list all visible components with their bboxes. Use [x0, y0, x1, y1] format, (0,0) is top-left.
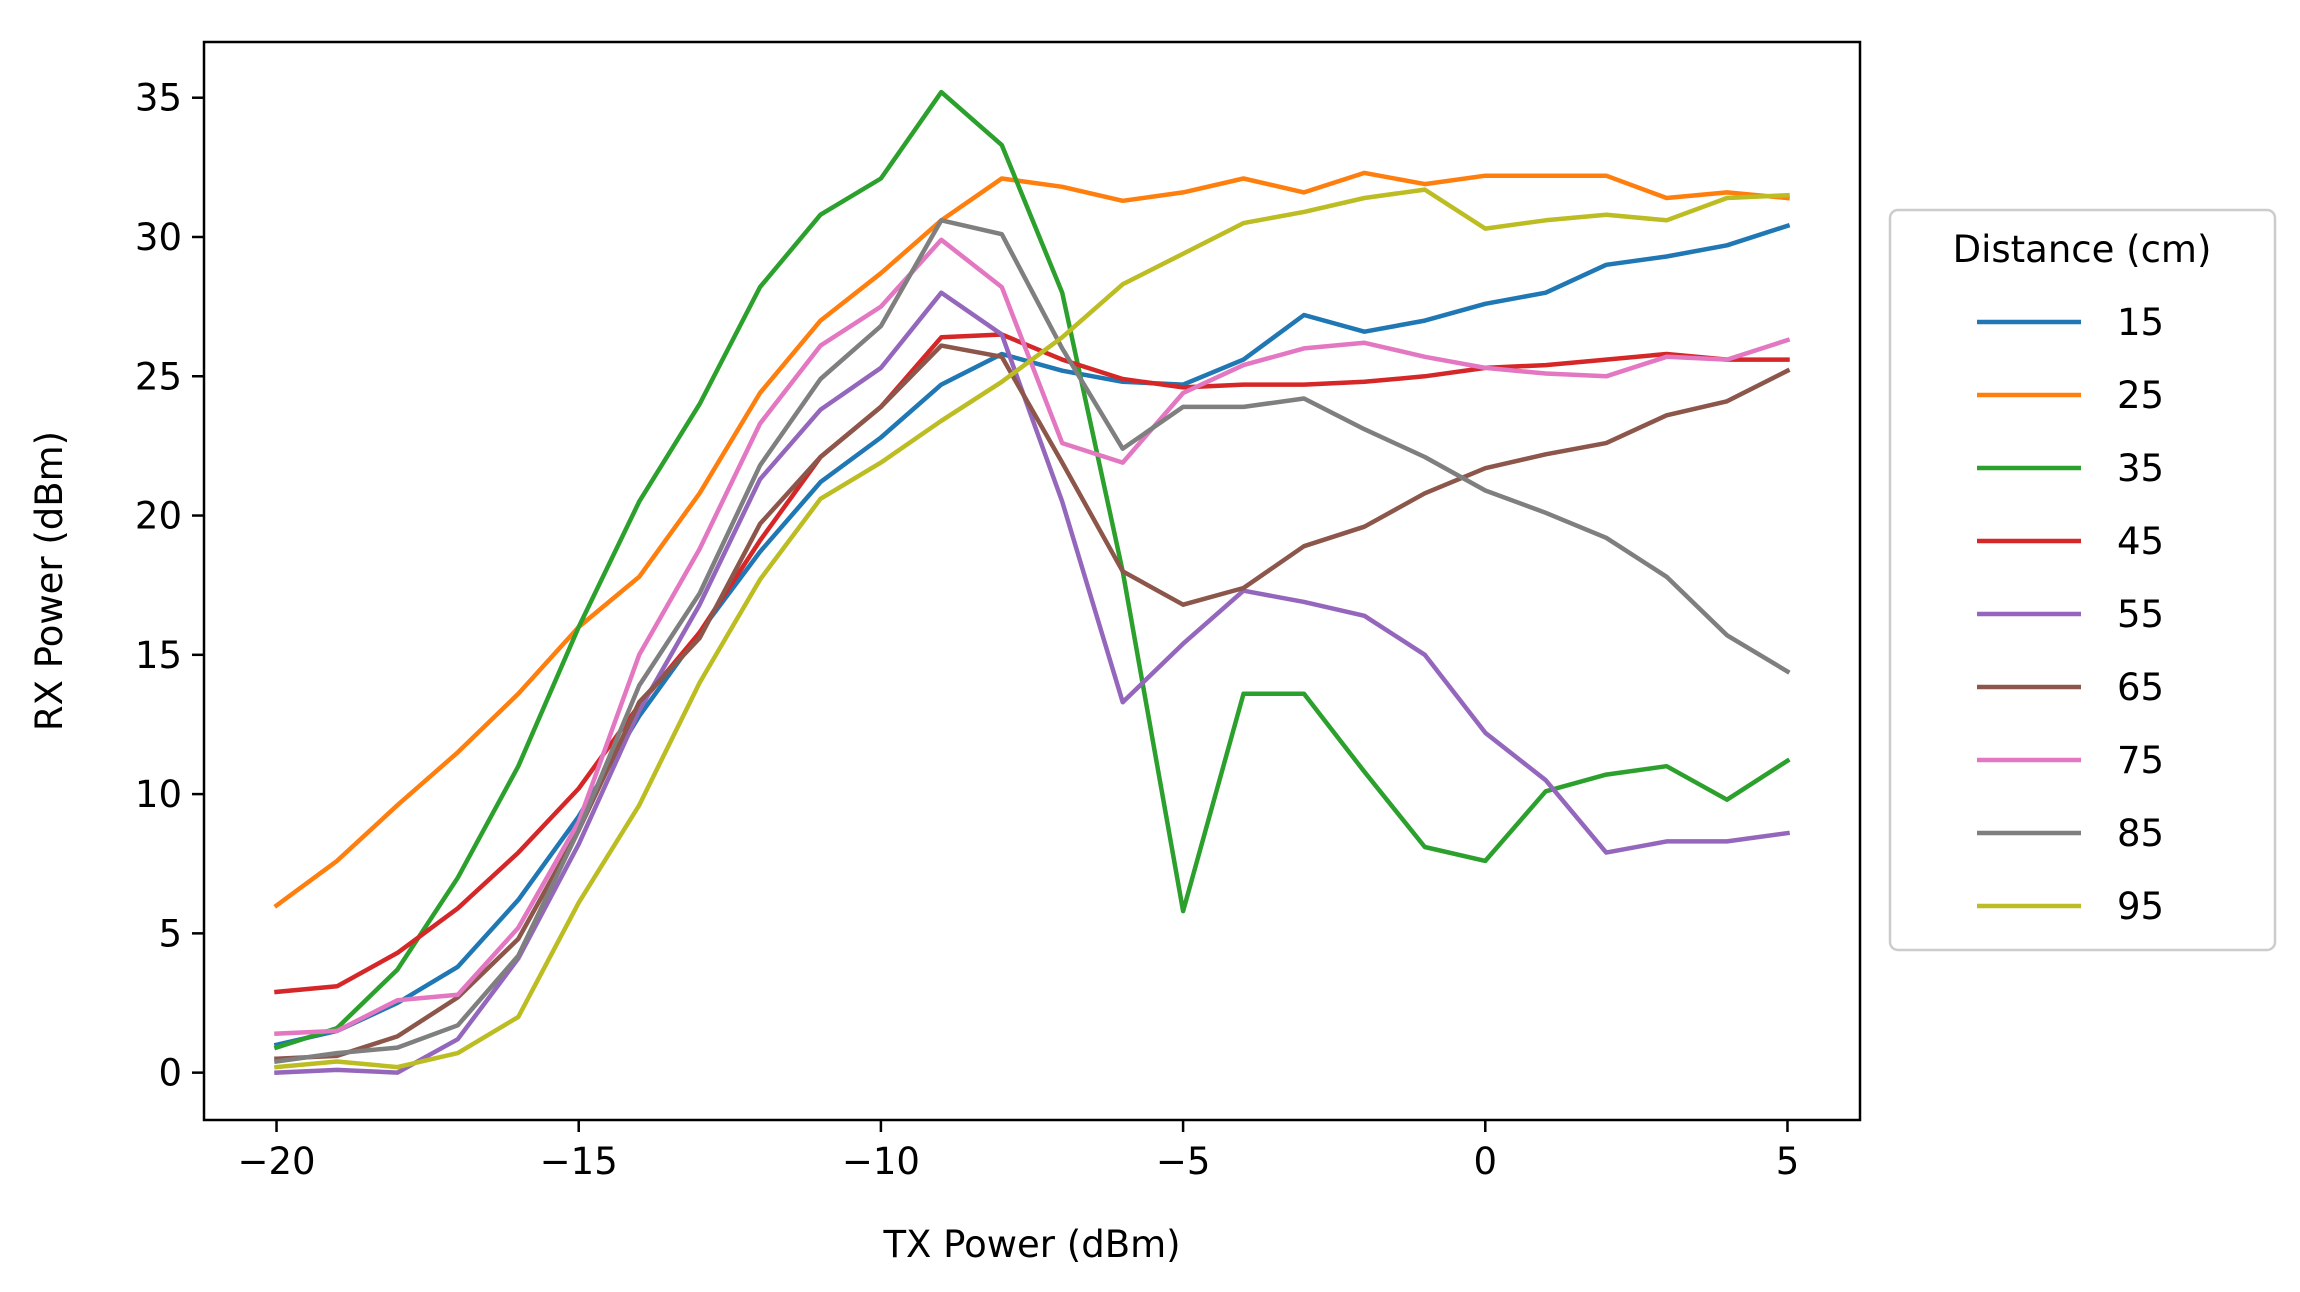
x-tick-label: 5 — [1776, 1140, 1800, 1183]
legend-label-65: 65 — [2117, 666, 2164, 709]
x-tick-label: −15 — [540, 1140, 618, 1183]
legend-box — [1888, 208, 2277, 952]
series-line-65 — [274, 343, 1791, 1062]
legend: Distance (cm) 15 25 35 45 55 65 75 85 95 — [1888, 208, 2277, 952]
legend-label-55: 55 — [2117, 593, 2164, 636]
y-tick-label: 5 — [158, 912, 182, 955]
y-tick-label: 35 — [135, 77, 182, 120]
legend-label-95: 95 — [2117, 885, 2164, 928]
y-tick-label: 20 — [135, 495, 182, 538]
x-ticks: −20 −15 −10 −5 0 5 — [237, 1120, 1799, 1183]
y-axis-label: RX Power (dBm) — [28, 431, 71, 731]
x-tick-label: 0 — [1474, 1140, 1498, 1183]
series-line-25 — [273, 170, 1790, 909]
legend-label-35: 35 — [2117, 447, 2164, 490]
series-line-85 — [273, 218, 1791, 1065]
legend-items: 15 25 35 45 55 65 75 85 95 — [1977, 301, 2164, 928]
legend-label-45: 45 — [2117, 520, 2164, 563]
legend-label-85: 85 — [2117, 812, 2164, 855]
series-line-35 — [273, 89, 1791, 1051]
y-tick-label: 30 — [135, 216, 182, 259]
series-line-45 — [274, 332, 1790, 995]
y-tick-label: 0 — [158, 1052, 182, 1095]
legend-label-75: 75 — [2117, 739, 2164, 782]
series-line-95 — [274, 187, 1790, 1070]
series-group — [273, 89, 1791, 1075]
x-tick-label: −20 — [237, 1140, 315, 1183]
legend-title: Distance (cm) — [1953, 228, 2212, 271]
y-tick-label: 10 — [135, 773, 182, 816]
legend-label-25: 25 — [2117, 374, 2164, 417]
x-tick-label: −5 — [1156, 1140, 1211, 1183]
legend-label-15: 15 — [2117, 301, 2164, 344]
series-line-75 — [274, 237, 1791, 1036]
y-tick-label: 25 — [135, 355, 182, 398]
x-tick-label: −10 — [842, 1140, 920, 1183]
y-tick-label: 15 — [135, 634, 182, 677]
x-axis-label: TX Power (dBm) — [882, 1223, 1180, 1266]
y-ticks: 0 5 10 15 20 25 30 35 — [135, 77, 204, 1095]
plot-area-frame — [202, 40, 1862, 1122]
